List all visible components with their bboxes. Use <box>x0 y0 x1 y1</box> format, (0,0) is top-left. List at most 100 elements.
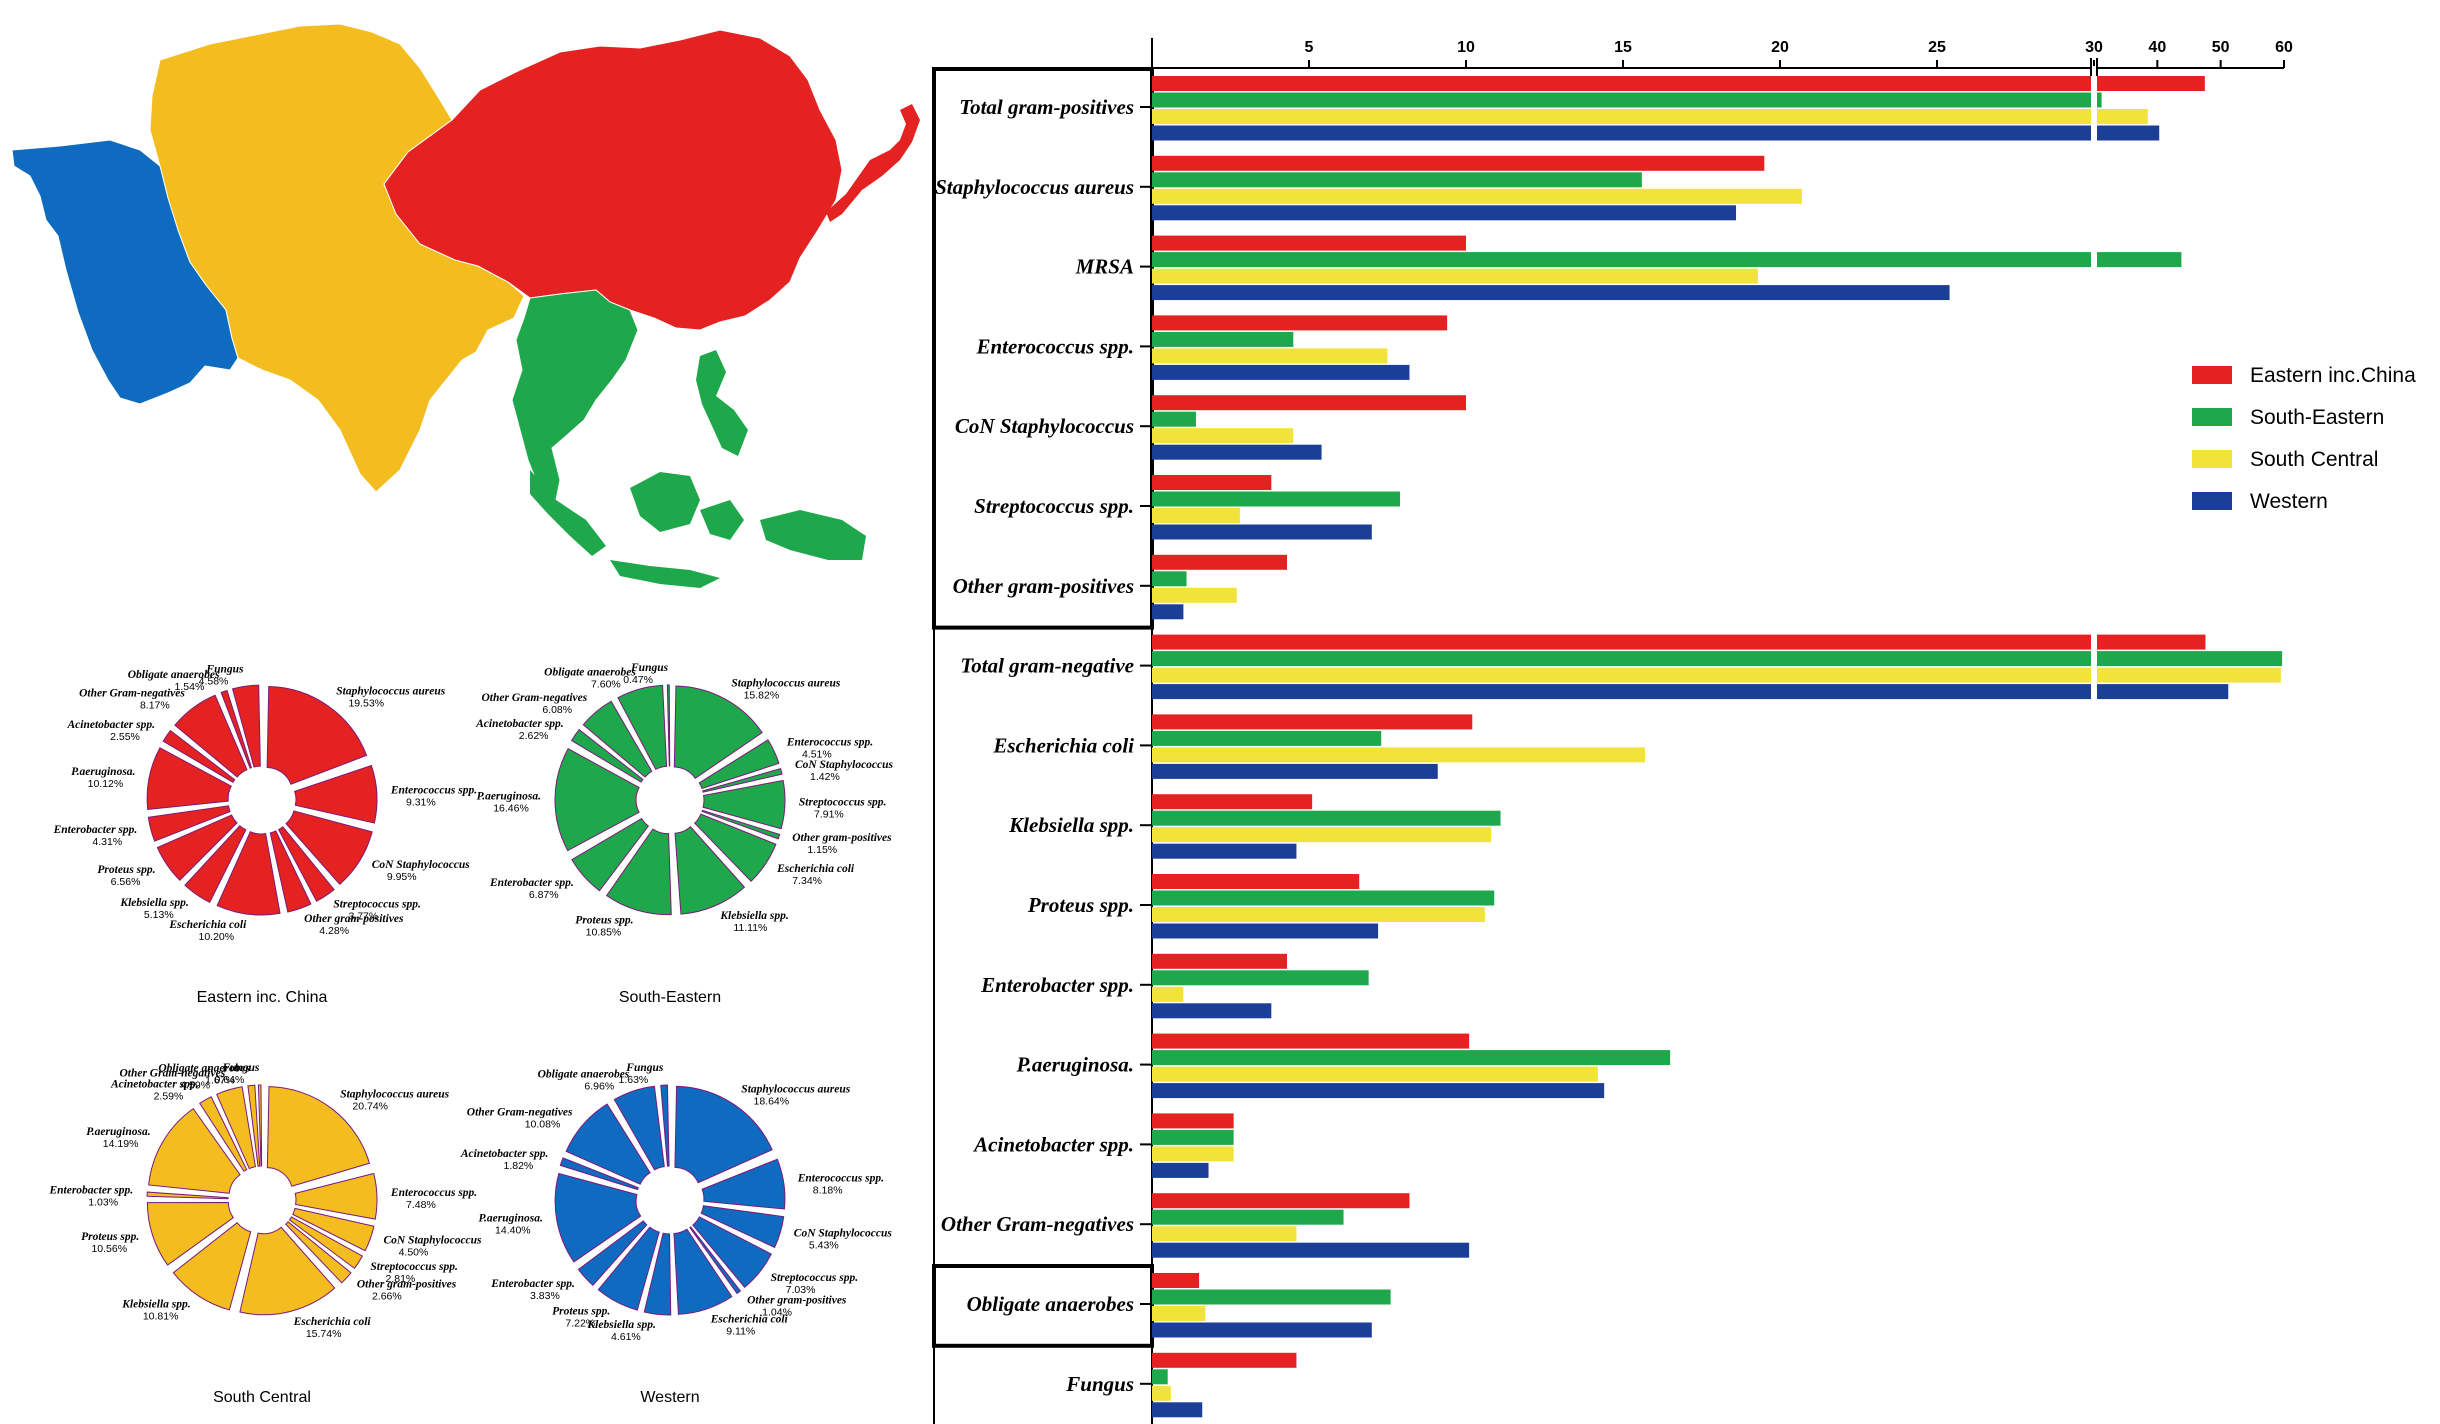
pie-slice-staphylococcus-aureus <box>673 685 763 780</box>
pie-label-other-gram-negatives: Other Gram-negatives <box>79 688 185 700</box>
pie-label-streptococcus-spp: Streptococcus spp. <box>771 1272 859 1284</box>
pie-label-other-gram-negatives: Other Gram-negatives <box>467 1107 573 1119</box>
pie-label-staphylococcus-aureus: Staphylococcus aureus <box>731 678 840 690</box>
bar-obligate-anaerobes-western <box>1152 1322 1372 1338</box>
pie-label-proteus-spp: Proteus spp. <box>552 1305 610 1317</box>
pie-slice-other-gram-negatives <box>174 694 248 778</box>
pie-value-fungus: 0.47% <box>623 674 653 686</box>
pie-value-proteus-spp: 10.56% <box>91 1243 127 1255</box>
pie-slice-enterobacter-spp <box>147 805 231 842</box>
pie-slice-other-gram-positives <box>285 1221 352 1284</box>
pie-label-escherichia-coli: Escherichia coli <box>293 1316 372 1328</box>
legend-label-eastern-inc-china: Eastern inc.China <box>2250 364 2416 387</box>
pie-slice-staphylococcus-aureus <box>674 1085 773 1184</box>
pie-title: Eastern inc. China <box>197 989 328 1006</box>
pie-label-con-staphylococcus: CoN Staphylococcus <box>372 859 471 871</box>
category-label: Other gram-positives <box>953 574 1134 598</box>
pie-value-other-gram-negatives: 10.08% <box>525 1119 561 1131</box>
pie-slice-escherichia-coli <box>673 1228 733 1315</box>
pie-slice-proteus-spp <box>156 814 238 881</box>
legend-swatch-eastern-inc-china <box>2192 366 2232 384</box>
pie-label-klebsiella-spp: Klebsiella spp. <box>121 1298 190 1310</box>
pie-value-p-aeruginosa: 14.40% <box>495 1225 531 1237</box>
pie-slice-acinetobacter-spp <box>199 1096 248 1172</box>
bar-mrsa-eastern-inc-china <box>1152 235 1466 251</box>
map-region-eastern <box>383 29 843 331</box>
pie-value-streptococcus-spp: 3.77% <box>348 910 378 922</box>
pie-value-other-gram-positives: 1.15% <box>807 844 837 856</box>
pie-slice-escherichia-coli <box>216 830 281 916</box>
pie-value-other-gram-negatives: 4.59% <box>180 1079 210 1091</box>
x-tick-label: 5 <box>1305 39 1314 56</box>
bar-con-staphylococcus-south-central <box>1152 428 1294 444</box>
pie-slice-p-aeruginosa <box>146 747 232 811</box>
bar-enterobacter-spp-south-central <box>1152 986 1184 1002</box>
pie-label-streptococcus-spp: Streptococcus spp. <box>333 898 421 910</box>
pie-slice-enterococcus-spp <box>294 1172 378 1220</box>
pie-slice-p-aeruginosa <box>148 1107 241 1194</box>
bar-obligate-anaerobes-eastern-inc-china <box>1152 1273 1200 1288</box>
pie-slice-acinetobacter-spp <box>570 728 644 783</box>
legend-swatch-south-central <box>2192 450 2232 468</box>
pie-slice-con-staphylococcus <box>292 1207 375 1252</box>
pie-value-enterobacter-spp: 6.87% <box>529 889 559 901</box>
pie-slice-klebsiella-spp <box>184 824 247 904</box>
bar-enterobacter-spp-south-eastern <box>1152 970 1369 986</box>
pie-label-acinetobacter-spp: Acinetobacter spp. <box>460 1148 549 1160</box>
bar-total-gram-positives-western <box>1152 125 2160 141</box>
axis-break-gap <box>2091 66 2097 1424</box>
bar-other-gram-positives-eastern-inc-china <box>1152 554 1288 570</box>
bar-acinetobacter-spp-western <box>1152 1162 1209 1178</box>
bar-staphylococcus-aureus-south-central <box>1152 188 1802 204</box>
pie-slice-escherichia-coli <box>694 813 777 883</box>
pie-value-con-staphylococcus: 1.42% <box>810 771 840 783</box>
category-label: Acinetobacter spp. <box>972 1132 1134 1156</box>
pie-slice-con-staphylococcus <box>285 810 373 886</box>
bar-streptococcus-spp-south-eastern <box>1152 491 1401 507</box>
pie-slice-obligate-anaerobes <box>613 1085 665 1171</box>
pie-slice-enterococcus-spp <box>294 764 378 824</box>
pie-title: Western <box>640 1389 699 1406</box>
pie-title: South Central <box>213 1389 311 1406</box>
bar-p-aeruginosa-eastern-inc-china <box>1152 1033 1470 1049</box>
bar-con-staphylococcus-western <box>1152 444 1322 460</box>
pie-value-obligate-anaerobes: 1.54% <box>175 681 205 693</box>
pie-value-staphylococcus-aureus: 15.82% <box>744 690 780 702</box>
bar-other-gram-negatives-eastern-inc-china <box>1152 1193 1410 1209</box>
pie-label-acinetobacter-spp: Acinetobacter spp. <box>110 1079 199 1091</box>
pie-slice-klebsiella-spp <box>643 1232 672 1316</box>
pie-slice-obligate-anaerobes <box>617 684 668 770</box>
bar-fungus-western <box>1152 1402 1203 1418</box>
bar-chart: 5 10 15 20 25 30 40 50 60 Total gram-positives Sta… <box>932 38 2416 1424</box>
bar-escherichia-coli-eastern-inc-china <box>1152 714 1473 730</box>
bar-total-gram-negative-south-central <box>1152 667 2281 683</box>
pie-slice-acinetobacter-spp <box>162 729 236 784</box>
x-tick-label: 50 <box>2212 39 2230 56</box>
pie-label-con-staphylococcus: CoN Staphylococcus <box>383 1234 482 1246</box>
pie-slice-staphylococcus-aureus <box>266 1086 371 1187</box>
pie-value-p-aeruginosa: 16.46% <box>493 803 529 815</box>
pie-value-proteus-spp: 10.85% <box>586 927 622 939</box>
pie-label-enterobacter-spp: Enterobacter spp. <box>48 1184 133 1196</box>
legend-label-south-central: South Central <box>2250 448 2378 471</box>
bar-mrsa-western <box>1152 285 1950 301</box>
pie-label-proteus-spp: Proteus spp. <box>81 1231 139 1243</box>
pie-label-p-aeruginosa: P.aeruginosa. <box>71 766 135 778</box>
pie-value-obligate-anaerobes: 7.60% <box>591 679 621 691</box>
bar-total-gram-positives-south-eastern <box>1152 92 2102 108</box>
legend-swatch-south-eastern <box>2192 408 2232 426</box>
pie-label-klebsiella-spp: Klebsiella spp. <box>119 897 188 909</box>
pie-label-other-gram-negatives: Other Gram-negatives <box>119 1067 225 1079</box>
pie-value-enterobacter-spp: 3.83% <box>530 1290 560 1302</box>
bar-enterococcus-spp-western <box>1152 364 1410 380</box>
legend-label-western: Western <box>2250 490 2328 513</box>
pie-value-enterobacter-spp: 1.03% <box>88 1196 118 1208</box>
bar-klebsiella-spp-eastern-inc-china <box>1152 794 1313 810</box>
pie-value-klebsiella-spp: 10.81% <box>143 1310 179 1322</box>
pie-label-obligate-anaerobes: Obligate anaerobes <box>128 669 220 681</box>
legend-label-south-eastern: South-Eastern <box>2250 406 2384 429</box>
x-tick-label: 60 <box>2275 39 2293 56</box>
pie-value-con-staphylococcus: 5.43% <box>809 1239 839 1251</box>
pie-label-fungus: Fungus <box>625 1062 664 1074</box>
